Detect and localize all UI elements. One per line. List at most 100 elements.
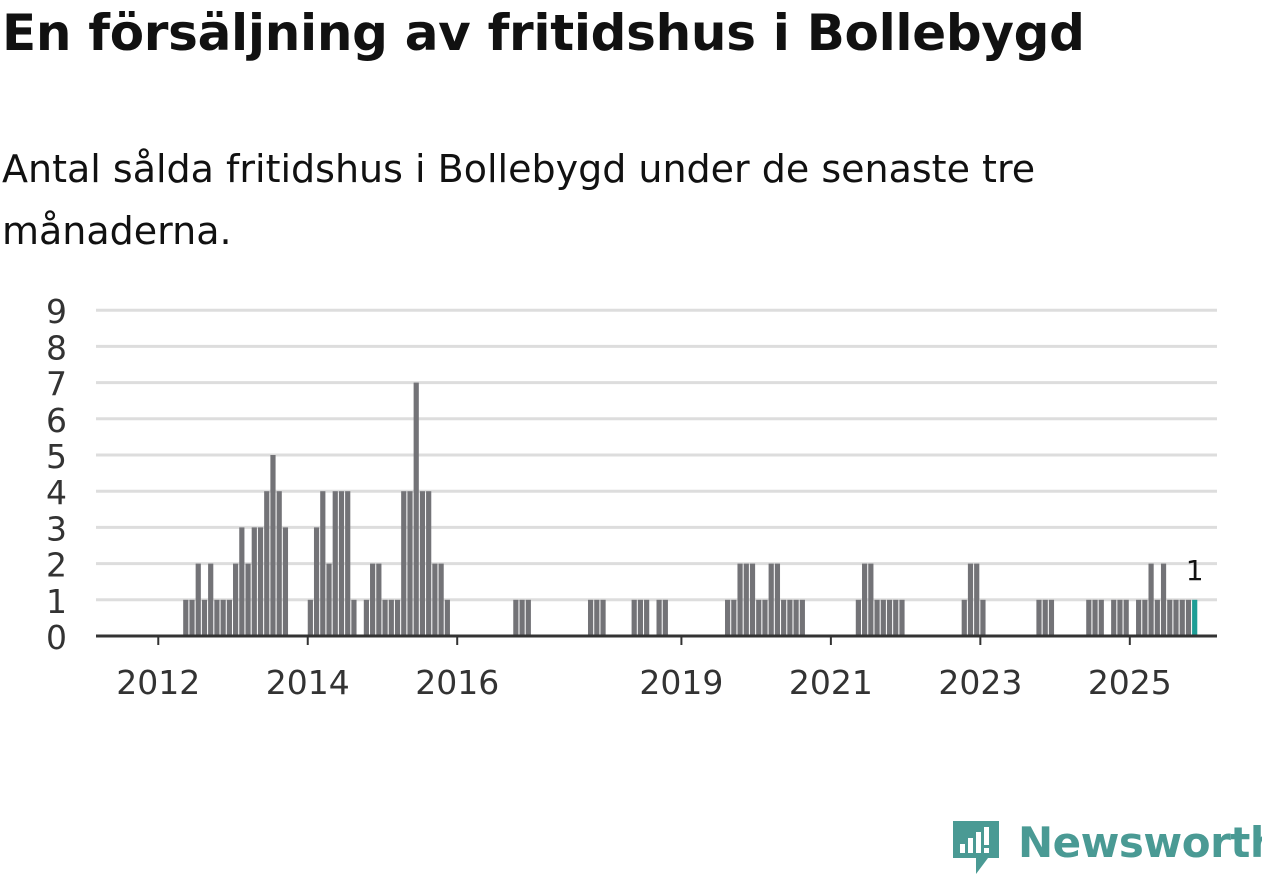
x-tick-label: 2014 bbox=[266, 663, 350, 702]
y-tick-label: 3 bbox=[46, 509, 67, 548]
bar bbox=[731, 599, 737, 636]
bar bbox=[781, 599, 787, 636]
bar bbox=[656, 599, 662, 636]
bar bbox=[1098, 599, 1104, 636]
bar bbox=[519, 599, 525, 636]
bar bbox=[276, 491, 282, 636]
bar bbox=[980, 599, 986, 636]
bar bbox=[438, 563, 444, 636]
bar bbox=[1154, 599, 1160, 636]
bar bbox=[332, 491, 338, 636]
bar bbox=[855, 599, 861, 636]
bar bbox=[1111, 599, 1117, 636]
bar bbox=[749, 563, 756, 636]
bar bbox=[768, 563, 774, 636]
bar bbox=[363, 599, 369, 636]
data-labels: 1 bbox=[1186, 554, 1204, 587]
bar bbox=[320, 491, 326, 636]
bar-highlighted bbox=[1192, 599, 1198, 636]
bar bbox=[338, 491, 345, 636]
bar bbox=[313, 527, 320, 636]
bar bbox=[270, 455, 276, 636]
bar bbox=[637, 599, 644, 636]
bar bbox=[1042, 599, 1048, 636]
bar bbox=[961, 599, 967, 636]
bar bbox=[737, 563, 743, 636]
bar bbox=[183, 599, 189, 636]
bar bbox=[233, 563, 239, 636]
bar bbox=[326, 563, 332, 636]
bar bbox=[208, 563, 214, 636]
bar bbox=[432, 563, 438, 636]
newsworthy-logo-text: Newsworthy bbox=[1018, 818, 1262, 867]
bar bbox=[787, 599, 793, 636]
x-axis-ticks: 2012 2014 2016 2019 2021 2023 2025 bbox=[116, 636, 1172, 702]
bar bbox=[1173, 599, 1179, 636]
bar bbox=[1142, 599, 1148, 636]
bar bbox=[419, 491, 426, 636]
bar bbox=[307, 599, 313, 636]
bar bbox=[600, 599, 606, 636]
bars bbox=[183, 382, 1198, 636]
bar bbox=[444, 599, 450, 636]
bar bbox=[1179, 599, 1185, 636]
bar bbox=[967, 563, 974, 636]
y-tick-label: 0 bbox=[46, 618, 67, 657]
bar bbox=[189, 599, 195, 636]
bar bbox=[394, 599, 401, 636]
bar bbox=[893, 599, 899, 636]
bar bbox=[1185, 599, 1192, 636]
y-tick-label: 9 bbox=[46, 292, 67, 331]
y-tick-label: 4 bbox=[46, 473, 67, 512]
bar bbox=[264, 491, 270, 636]
bar bbox=[201, 599, 208, 636]
bar bbox=[1036, 599, 1042, 636]
bar bbox=[799, 599, 805, 636]
bar bbox=[1117, 599, 1123, 636]
bar bbox=[239, 527, 245, 636]
chart-title: En försäljning av fritidshus i Bollebygd bbox=[2, 4, 1085, 62]
bar bbox=[762, 599, 768, 636]
newsworthy-logo-icon bbox=[953, 821, 999, 874]
bar bbox=[195, 563, 201, 636]
bar bbox=[594, 599, 600, 636]
bar bbox=[1148, 563, 1154, 636]
bar bbox=[1136, 599, 1142, 636]
bar bbox=[413, 382, 419, 636]
bar bbox=[793, 599, 799, 636]
bar bbox=[220, 599, 226, 636]
bar bbox=[662, 599, 668, 636]
x-tick-label: 2023 bbox=[938, 663, 1022, 702]
x-tick-label: 2016 bbox=[415, 663, 499, 702]
y-tick-label: 2 bbox=[46, 546, 67, 585]
bar bbox=[1086, 599, 1092, 636]
bar bbox=[899, 599, 905, 636]
y-tick-label: 1 bbox=[46, 582, 67, 621]
chart-subtitle: Antal sålda fritidshus i Bollebygd under… bbox=[2, 147, 1036, 253]
bar bbox=[407, 491, 413, 636]
bar bbox=[880, 599, 886, 636]
bar bbox=[974, 563, 980, 636]
bar bbox=[774, 563, 781, 636]
bar bbox=[376, 563, 382, 636]
newsworthy-logo[interactable]: Newsworthy bbox=[950, 818, 1262, 878]
x-tick-label: 2021 bbox=[789, 663, 873, 702]
bar bbox=[513, 599, 519, 636]
bar bbox=[245, 563, 251, 636]
bar bbox=[214, 599, 220, 636]
bar bbox=[351, 599, 357, 636]
y-tick-label: 8 bbox=[46, 328, 67, 367]
bar bbox=[345, 491, 351, 636]
bar bbox=[1048, 599, 1055, 636]
y-tick-label: 7 bbox=[46, 365, 67, 404]
y-tick-label: 6 bbox=[46, 401, 67, 440]
bar bbox=[1092, 599, 1098, 636]
bar bbox=[257, 527, 264, 636]
bar bbox=[886, 599, 893, 636]
bar bbox=[226, 599, 232, 636]
x-tick-label: 2025 bbox=[1088, 663, 1172, 702]
bar bbox=[525, 599, 531, 636]
y-tick-label: 5 bbox=[46, 437, 67, 476]
bar bbox=[382, 599, 388, 636]
